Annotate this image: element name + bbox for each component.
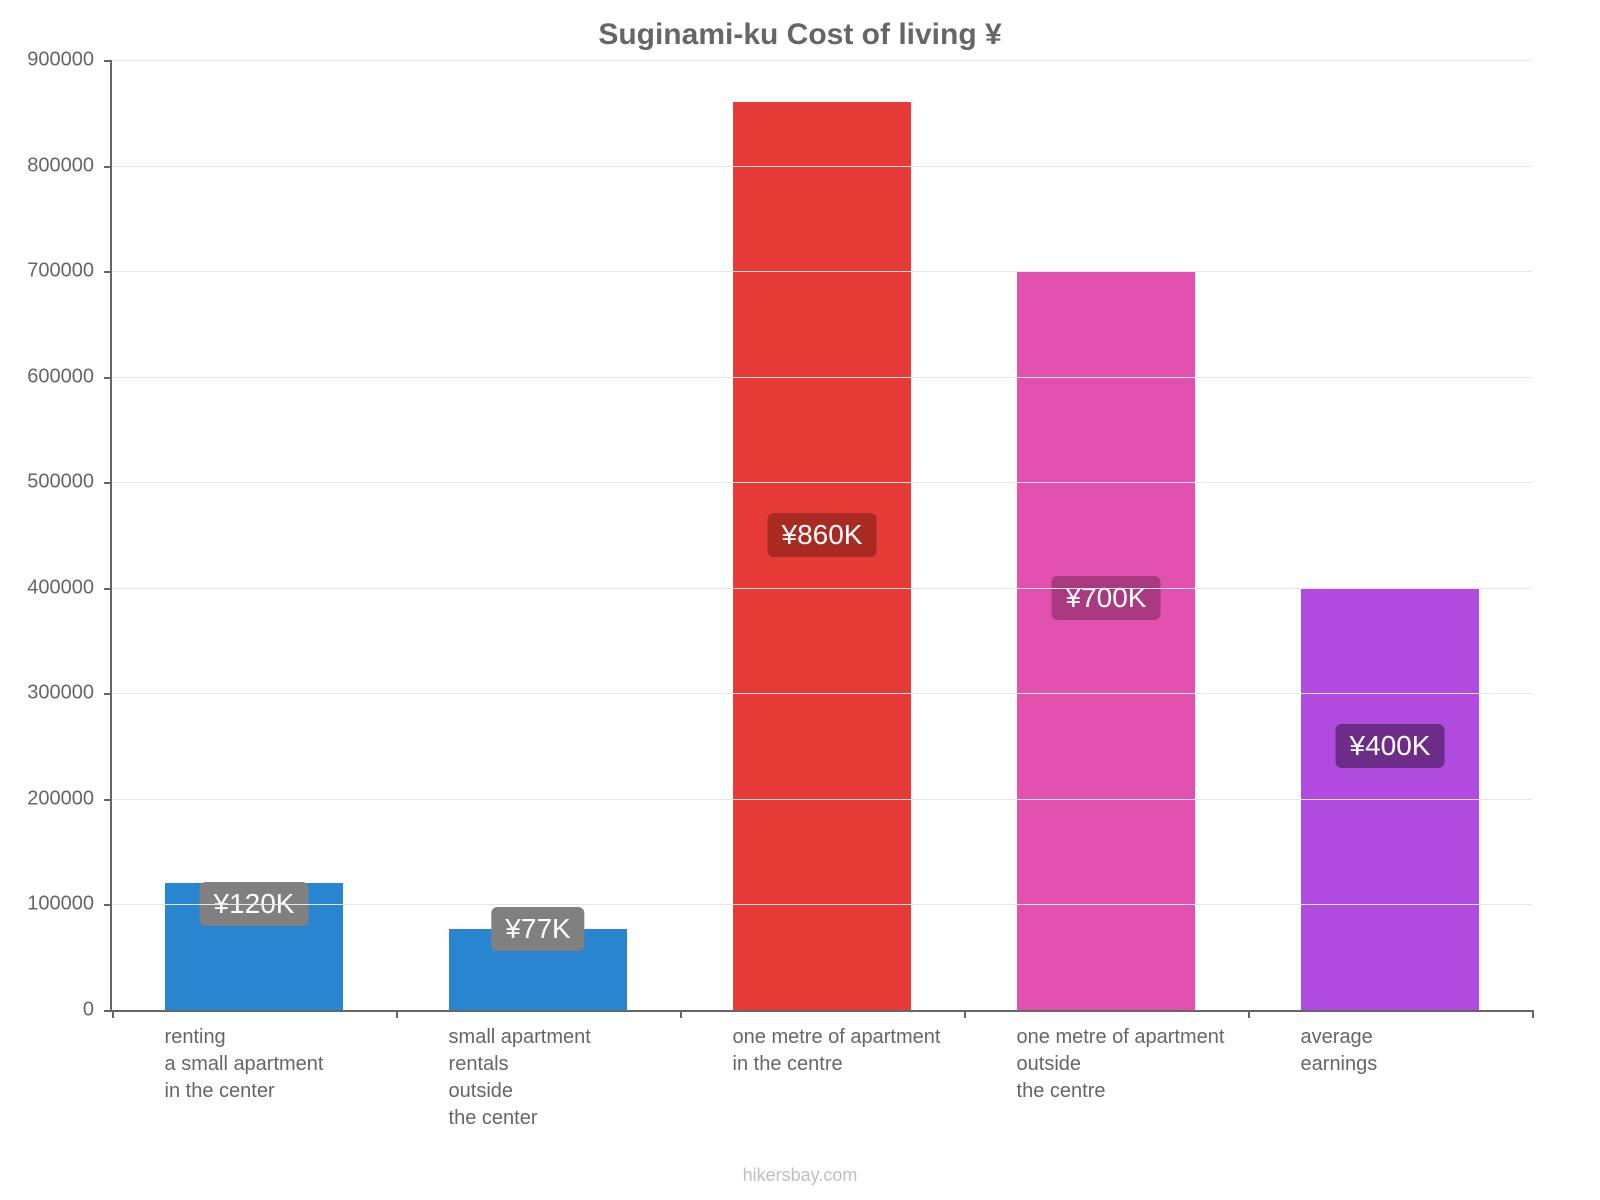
y-tick-mark xyxy=(104,482,112,484)
y-tick-label: 800000 xyxy=(27,154,94,177)
y-tick-mark xyxy=(104,693,112,695)
x-category-label: average earnings xyxy=(1301,1024,1378,1078)
y-tick-label: 900000 xyxy=(27,49,94,72)
y-tick-label: 200000 xyxy=(27,787,94,810)
x-category-label: small apartment rentals outside the cent… xyxy=(449,1024,591,1132)
y-tick-mark xyxy=(104,588,112,590)
y-tick-label: 400000 xyxy=(27,576,94,599)
grid-line xyxy=(112,693,1532,694)
x-tick-mark xyxy=(964,1010,966,1018)
y-tick-mark xyxy=(104,271,112,273)
x-category-label: one metre of apartment outside the centr… xyxy=(1017,1024,1225,1105)
grid-line xyxy=(112,166,1532,167)
x-tick-mark xyxy=(112,1010,114,1018)
grid-line xyxy=(112,377,1532,378)
y-axis-labels: 0100000200000300000400000500000600000700… xyxy=(0,60,100,1010)
bar-value-label: ¥860K xyxy=(768,513,877,557)
x-tick-mark xyxy=(396,1010,398,1018)
bars-layer: ¥120K¥77K¥860K¥700K¥400K xyxy=(112,60,1532,1010)
y-tick-mark xyxy=(104,166,112,168)
y-tick-label: 100000 xyxy=(27,893,94,916)
y-tick-mark xyxy=(104,60,112,62)
y-tick-mark xyxy=(104,377,112,379)
cost-of-living-chart: Suginami-ku Cost of living ¥ 0 100000 2000… xyxy=(0,0,1600,1200)
bar-value-label: ¥700K xyxy=(1052,576,1161,620)
x-category-label: renting a small apartment in the center xyxy=(165,1024,324,1105)
chart-title: Suginami-ku Cost of living ¥ xyxy=(0,18,1600,52)
x-tick-mark xyxy=(680,1010,682,1018)
plot-area: ¥120K¥77K¥860K¥700K¥400K renting a small… xyxy=(110,60,1532,1012)
y-tick-label: 0 xyxy=(83,999,94,1022)
grid-line xyxy=(112,904,1532,905)
x-tick-mark xyxy=(1532,1010,1534,1018)
y-tick-label: 300000 xyxy=(27,682,94,705)
y-tick-mark xyxy=(104,1010,112,1012)
bar-value-label: ¥400K xyxy=(1336,724,1445,768)
y-tick-mark xyxy=(104,799,112,801)
y-tick-label: 600000 xyxy=(27,365,94,388)
bar xyxy=(1017,271,1196,1010)
chart-credit: hikersbay.com xyxy=(0,1165,1600,1186)
y-tick-label: 700000 xyxy=(27,260,94,283)
x-tick-mark xyxy=(1248,1010,1250,1018)
bar-value-label: ¥77K xyxy=(491,907,584,951)
y-tick-mark xyxy=(104,904,112,906)
grid-line xyxy=(112,799,1532,800)
grid-line xyxy=(112,482,1532,483)
grid-line xyxy=(112,271,1532,272)
x-category-label: one metre of apartment in the centre xyxy=(733,1024,941,1078)
y-tick-label: 500000 xyxy=(27,471,94,494)
grid-line xyxy=(112,60,1532,61)
grid-line xyxy=(112,588,1532,589)
